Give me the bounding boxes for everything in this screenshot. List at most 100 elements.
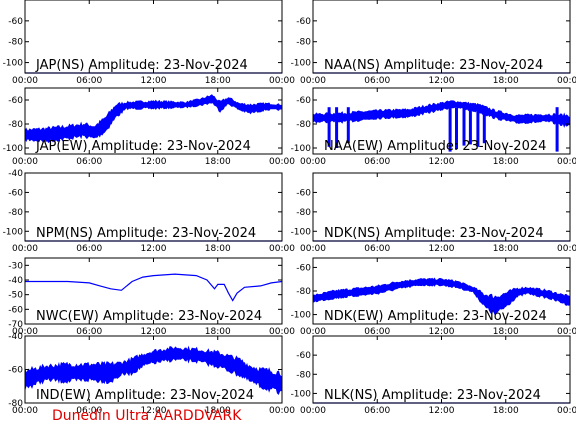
x-tick-label-9-1: 06:00 <box>76 406 102 416</box>
x-tick-label-3-3: 18:00 <box>205 157 231 167</box>
y-tick-label-8-0: -60 <box>296 263 311 273</box>
x-tick-label-5-1: 06:00 <box>76 244 102 254</box>
x-tick-label-6-4: 00:00 <box>557 244 576 254</box>
y-tick-label-8-2: -100 <box>291 311 312 321</box>
y-tick-label-1-1: -80 <box>8 38 23 48</box>
x-tick-label-3-2: 12:00 <box>141 157 167 167</box>
y-tick-label-7-3: -60 <box>8 305 23 315</box>
x-tick-label-8-0: 00:00 <box>300 327 326 337</box>
dropout-mark-4-8 <box>482 107 486 144</box>
x-tick-label-10-4: 00:00 <box>557 406 576 416</box>
x-tick-label-2-1: 06:00 <box>364 76 390 86</box>
x-tick-label-5-4: 00:00 <box>269 244 295 254</box>
y-tick-label-10-1: -80 <box>296 370 311 380</box>
y-tick-label-3-2: -100 <box>3 144 24 154</box>
dropout-mark-4-7 <box>476 107 480 147</box>
x-tick-label-10-3: 18:00 <box>493 406 519 416</box>
y-tick-label-6-1: -80 <box>296 208 311 218</box>
x-tick-label-10-2: 12:00 <box>429 406 455 416</box>
x-tick-label-9-4: 00:00 <box>269 406 295 416</box>
y-tick-label-4-0: -60 <box>296 96 311 106</box>
x-tick-label-7-4: 00:00 <box>269 327 295 337</box>
y-tick-label-7-4: -70 <box>8 320 23 330</box>
x-tick-label-10-1: 06:00 <box>364 406 390 416</box>
dropout-mark-4-2 <box>346 107 350 144</box>
y-tick-label-5-3: -100 <box>3 227 24 237</box>
panel-title-9: IND(EW) Amplitude: 23-Nov-2024 <box>36 388 254 403</box>
series-band-3-0 <box>24 94 283 143</box>
y-tick-label-9-0: -40 <box>8 332 23 342</box>
x-tick-label-6-2: 12:00 <box>429 244 455 254</box>
panel-title-2: NAA(NS) Amplitude: 23-Nov-2024 <box>324 58 543 73</box>
x-tick-label-9-0: 00:00 <box>12 406 38 416</box>
x-tick-label-2-3: 18:00 <box>493 76 519 86</box>
panel-title-8: NDK(EW) Amplitude: 23-Nov-2024 <box>324 309 547 324</box>
panel-8: -60 -80 -100 00:00 06:00 12:00 18:00 00:00 NDK(E… <box>291 257 576 337</box>
panel-10: -60 -80 -100 00:00 06:00 12:00 18:00 00:00 NLK(N… <box>291 335 576 416</box>
y-tick-label-5-1: -60 <box>8 188 23 198</box>
y-tick-label-2-2: -100 <box>291 59 312 69</box>
y-tick-label-3-0: -60 <box>8 96 23 106</box>
x-tick-label-8-4: 00:00 <box>557 327 576 337</box>
panel-title-10: NLK(NS) Amplitude: 23-Nov-2024 <box>324 388 541 403</box>
dropout-mark-4-6 <box>468 107 472 145</box>
x-tick-label-1-2: 12:00 <box>141 76 167 86</box>
y-tick-label-4-2: -100 <box>291 144 312 154</box>
x-tick-label-4-2: 12:00 <box>429 157 455 167</box>
x-tick-label-7-2: 12:00 <box>141 327 167 337</box>
y-tick-label-10-2: -100 <box>291 389 312 399</box>
y-tick-label-7-0: -30 <box>8 261 23 271</box>
x-tick-label-7-1: 06:00 <box>76 327 102 337</box>
y-tick-label-6-2: -100 <box>291 227 312 237</box>
y-tick-label-7-2: -50 <box>8 291 23 301</box>
x-tick-label-9-3: 18:00 <box>205 406 231 416</box>
dropout-mark-4-3 <box>448 107 452 152</box>
panel-4: -60 -80 -100 00:00 06:00 12:00 18:00 00:00 NAA(E… <box>291 87 576 167</box>
y-tick-label-9-2: -80 <box>8 399 23 409</box>
x-tick-label-3-0: 00:00 <box>12 157 38 167</box>
y-tick-label-5-2: -80 <box>8 208 23 218</box>
panel-title-3: JAP(EW) Amplitude: 23-Nov-2024 <box>35 139 251 154</box>
x-tick-label-4-3: 18:00 <box>493 157 519 167</box>
dropout-mark-4-5 <box>462 107 466 146</box>
y-tick-label-9-1: -60 <box>8 366 23 376</box>
x-tick-label-4-1: 06:00 <box>364 157 390 167</box>
y-tick-label-2-1: -80 <box>296 38 311 48</box>
y-tick-label-8-1: -80 <box>296 287 311 297</box>
x-tick-label-3-1: 06:00 <box>76 157 102 167</box>
x-tick-label-8-2: 12:00 <box>429 327 455 337</box>
y-tick-label-10-0: -60 <box>296 351 311 361</box>
panel-5: -40 -60 -80 -100 00:00 06:00 12:00 18:00 00:00 NP… <box>3 169 296 254</box>
y-tick-label-6-0: -60 <box>296 188 311 198</box>
panel-2: -60 -80 -100 00:00 06:00 12:00 18:00 00:00 NAA(N… <box>291 0 576 86</box>
x-tick-label-7-0: 00:00 <box>12 327 38 337</box>
x-tick-label-9-2: 12:00 <box>141 406 167 416</box>
panel-title-1: JAP(NS) Amplitude: 23-Nov-2024 <box>35 58 248 73</box>
x-tick-label-6-3: 18:00 <box>493 244 519 254</box>
panel-3: -60 -80 -100 00:00 06:00 12:00 18:00 00:00 JAP(E… <box>3 87 295 167</box>
panel-title-7: NWC(EW) Amplitude: 23-Nov-2024 <box>36 309 262 324</box>
footer-label: Dunedin Ultra AARDDVARK <box>52 408 242 424</box>
panel-6: -60 -80 -100 00:00 06:00 12:00 18:00 00:00 NDK(N… <box>291 172 576 254</box>
x-tick-label-6-1: 06:00 <box>364 244 390 254</box>
y-tick-label-4-1: -80 <box>296 120 311 130</box>
panel-title-4: NAA(EW) Amplitude: 23-Nov-2024 <box>324 139 546 154</box>
x-tick-label-5-2: 12:00 <box>141 244 167 254</box>
x-tick-label-2-2: 12:00 <box>429 76 455 86</box>
x-tick-label-4-0: 00:00 <box>300 157 326 167</box>
panel-title-6: NDK(NS) Amplitude: 23-Nov-2024 <box>324 226 544 241</box>
y-tick-label-2-0: -60 <box>296 17 311 27</box>
x-tick-label-1-0: 00:00 <box>12 76 38 86</box>
x-tick-label-1-3: 18:00 <box>205 76 231 86</box>
x-tick-label-7-3: 18:00 <box>205 327 231 337</box>
x-tick-label-4-4: 00:00 <box>557 157 576 167</box>
x-tick-label-1-4: 00:00 <box>269 76 295 86</box>
y-tick-label-1-0: -60 <box>8 17 23 27</box>
x-tick-label-2-4: 00:00 <box>557 76 576 86</box>
dropout-mark-4-0 <box>327 107 331 147</box>
panel-1: -60 -80 -100 00:00 06:00 12:00 18:00 00:00 JAP(N… <box>3 0 295 86</box>
panel-title-5: NPM(NS) Amplitude: 23-Nov-2024 <box>36 226 256 241</box>
